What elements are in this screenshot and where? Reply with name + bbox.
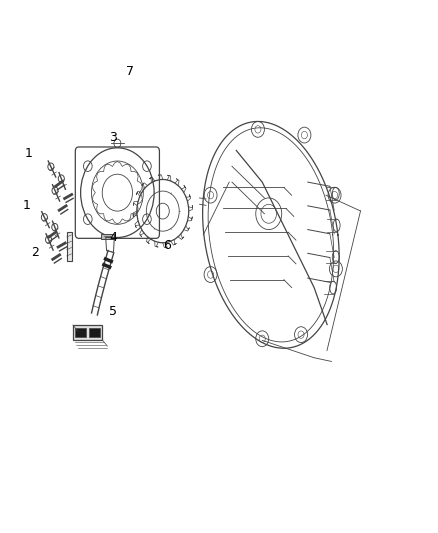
Bar <box>89 328 100 337</box>
Text: 2: 2 <box>31 246 39 259</box>
Text: 1: 1 <box>25 147 33 159</box>
Text: 1: 1 <box>23 199 31 212</box>
Bar <box>75 328 86 337</box>
Text: 7: 7 <box>126 65 134 78</box>
Bar <box>101 235 114 239</box>
Text: 5: 5 <box>109 305 117 318</box>
Bar <box>67 232 71 261</box>
Text: 4: 4 <box>109 231 117 244</box>
Bar <box>73 325 102 340</box>
Text: 6: 6 <box>163 239 171 252</box>
Text: 3: 3 <box>109 131 117 144</box>
